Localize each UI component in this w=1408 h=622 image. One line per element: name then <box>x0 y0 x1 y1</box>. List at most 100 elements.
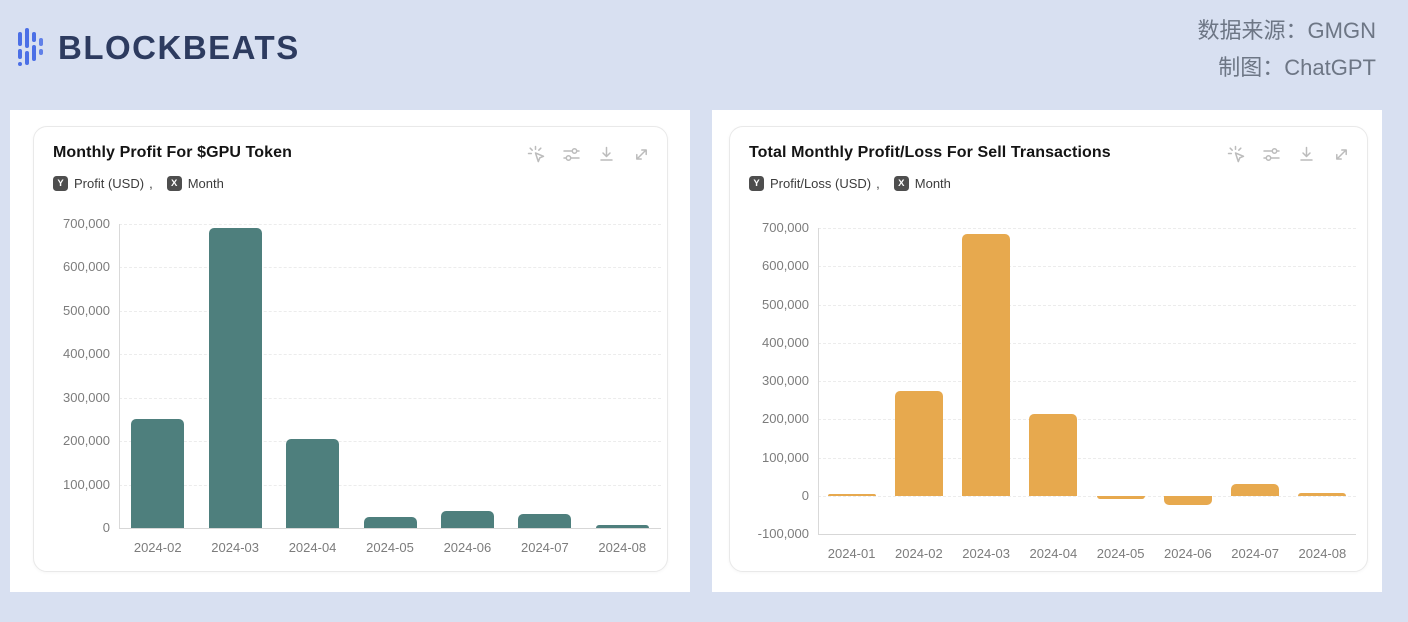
x-axis-label: Month <box>187 176 224 191</box>
expand-icon[interactable] <box>1332 145 1351 164</box>
source-credit-block: 数据来源：GMGN 制图：ChatGPT <box>1198 12 1376 86</box>
chart-credit-label: 制图：ChatGPT <box>1218 55 1376 80</box>
bar-2024-03[interactable] <box>962 233 1011 496</box>
y-tick-label: 600,000 <box>762 258 809 274</box>
y-axis-badge: Y <box>53 176 68 191</box>
chart-toolbar <box>527 145 651 164</box>
grid-line <box>119 310 661 312</box>
x-tick-label: 2024-08 <box>1298 546 1347 561</box>
chart-title: Monthly Profit For $GPU Token <box>53 144 293 161</box>
bar-2024-03[interactable] <box>208 228 262 528</box>
y-tick-label: 300,000 <box>762 373 809 388</box>
bar-2024-08[interactable] <box>1298 493 1347 496</box>
y-tick-label: 300,000 <box>63 389 110 405</box>
bar-2024-02[interactable] <box>894 390 943 496</box>
filter-sliders-icon[interactable] <box>1262 145 1281 164</box>
bar-2024-04[interactable] <box>286 438 340 528</box>
grid-line <box>119 224 661 225</box>
x-tick-label: 2024-02 <box>133 540 182 555</box>
y-tick-label: 0 <box>102 520 110 535</box>
y-tick-label: 700,000 <box>63 216 110 231</box>
x-tick-label: 2024-03 <box>211 540 259 555</box>
grid-line <box>119 267 661 269</box>
blockbeats-logo-icon <box>18 28 43 66</box>
chart-toolbar <box>1227 145 1351 164</box>
y-tick-label: 100,000 <box>63 476 110 492</box>
right-chart-card: Total Monthly Profit/Loss For Sell Trans… <box>729 126 1368 572</box>
axis-legend: Y Profit (USD) , X Month <box>53 176 224 191</box>
bar-2024-01[interactable] <box>827 493 876 496</box>
grid-line <box>119 528 661 529</box>
left-chart-panel: Monthly Profit For $GPU Token Y Profit (… <box>10 110 690 592</box>
x-axis-badge: X <box>166 176 182 191</box>
y-tick-label: 600,000 <box>63 259 110 275</box>
legend-separator: , <box>149 176 153 191</box>
x-tick-label: 2024-07 <box>520 540 569 555</box>
bar-2024-02[interactable] <box>131 419 185 528</box>
grid-line <box>119 441 661 443</box>
x-tick-label: 2024-05 <box>366 540 414 555</box>
grid-line <box>119 354 661 356</box>
x-tick-label: 2024-08 <box>598 540 647 555</box>
grid-line <box>119 484 661 486</box>
y-axis-label: Profit (USD) <box>74 176 145 191</box>
x-axis-label: Month <box>914 176 951 191</box>
bar-2024-05[interactable] <box>363 517 417 528</box>
chart-title: Total Monthly Profit/Loss For Sell Trans… <box>749 144 1111 161</box>
left-chart-card: Monthly Profit For $GPU Token Y Profit (… <box>33 126 668 572</box>
grid-line <box>818 228 1356 229</box>
x-tick-label: 2024-01 <box>827 546 876 561</box>
y-axis-line <box>818 228 819 534</box>
y-tick-label: 0 <box>801 487 809 503</box>
x-tick-label: 2024-07 <box>1231 546 1279 561</box>
grid-line <box>818 419 1356 421</box>
x-axis-badge: X <box>893 176 909 191</box>
ai-assist-icon[interactable] <box>527 145 546 164</box>
x-tick-label: 2024-03 <box>962 546 1010 561</box>
y-tick-label: 700,000 <box>762 220 809 235</box>
filter-sliders-icon[interactable] <box>562 145 581 164</box>
bar-2024-06[interactable] <box>440 510 494 528</box>
bar-2024-07[interactable] <box>518 514 572 528</box>
bar-2024-07[interactable] <box>1231 483 1280 496</box>
y-tick-label: -100,000 <box>757 526 809 541</box>
axis-legend: Y Profit/Loss (USD) , X Month <box>749 176 951 191</box>
ai-assist-icon[interactable] <box>1227 145 1246 164</box>
y-tick-label: 400,000 <box>762 334 809 350</box>
y-tick-label: 500,000 <box>63 302 110 318</box>
bar-2024-08[interactable] <box>595 524 649 528</box>
grid-line <box>818 457 1356 459</box>
grid-line <box>818 342 1356 344</box>
y-axis-line <box>119 224 120 528</box>
blockbeats-logo: BLOCKBEATS <box>18 26 300 70</box>
logo-text: BLOCKBEATS <box>58 29 300 66</box>
grid-line <box>119 397 661 399</box>
expand-icon[interactable] <box>632 145 651 164</box>
x-tick-label: 2024-05 <box>1096 546 1145 561</box>
x-tick-label: 2024-02 <box>895 546 943 561</box>
x-tick-label: 2024-04 <box>1029 546 1078 561</box>
bar-2024-05[interactable] <box>1096 495 1145 499</box>
grid-line <box>818 534 1356 535</box>
y-axis-badge: Y <box>749 176 764 191</box>
data-source-label: 数据来源：GMGN <box>1197 18 1376 43</box>
grid-line <box>818 381 1356 382</box>
y-axis-label: Profit/Loss (USD) <box>770 176 872 191</box>
y-tick-label: 100,000 <box>762 449 809 465</box>
y-tick-label: 200,000 <box>762 411 809 427</box>
grid-line <box>818 304 1356 306</box>
download-icon[interactable] <box>1297 145 1316 164</box>
x-tick-label: 2024-04 <box>288 540 337 555</box>
grid-line <box>818 266 1356 268</box>
bar-2024-06[interactable] <box>1163 495 1212 506</box>
y-tick-label: 400,000 <box>63 346 110 362</box>
x-tick-label: 2024-06 <box>443 540 492 555</box>
grid-line <box>818 495 1356 497</box>
bar-2024-04[interactable] <box>1029 413 1078 496</box>
download-icon[interactable] <box>597 145 616 164</box>
legend-separator: , <box>876 176 880 191</box>
right-chart-panel: Total Monthly Profit/Loss For Sell Trans… <box>712 110 1382 592</box>
y-tick-label: 500,000 <box>762 296 809 312</box>
y-tick-label: 200,000 <box>63 433 110 449</box>
x-tick-label: 2024-06 <box>1164 546 1212 561</box>
